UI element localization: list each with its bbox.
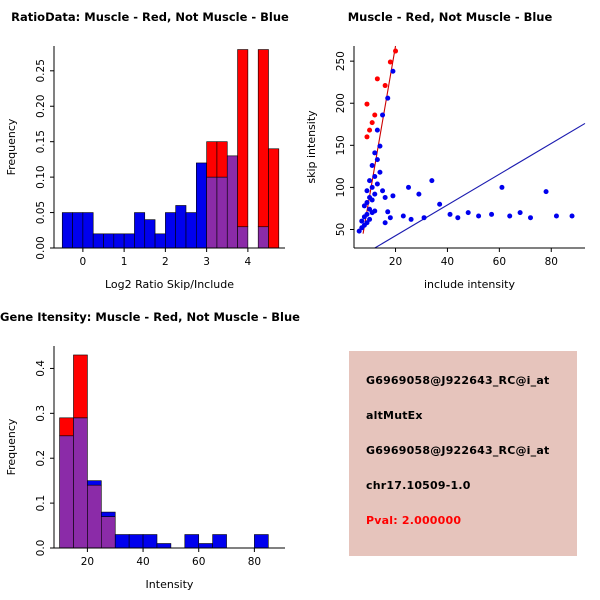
svg-text:1: 1 (121, 256, 128, 268)
svg-text:0: 0 (80, 256, 87, 268)
svg-text:0.2: 0.2 (35, 450, 47, 467)
svg-text:0.15: 0.15 (35, 130, 47, 153)
svg-text:60: 60 (192, 556, 205, 568)
svg-text:40: 40 (136, 556, 149, 568)
svg-text:60: 60 (493, 256, 506, 268)
svg-text:150: 150 (335, 135, 347, 155)
svg-text:50: 50 (335, 223, 347, 236)
svg-text:Gene Itensity: Muscle - Red, N: Gene Itensity: Muscle - Red, Not Muscle … (0, 310, 300, 324)
gene-intensity-histogram-chart: 20 40 60 80 0.0 0.1 0.2 0.3 0.4 Gene Itensity: Mu… (0, 310, 300, 591)
probe-id-line-2: G6969058@J922643_RC@i_at (366, 444, 550, 457)
svg-text:80: 80 (545, 256, 558, 268)
info-panel: G6969058@J922643_RC@i_at altMutEx G69690… (349, 351, 577, 556)
ratio-histogram-panel: 0 1 2 3 4 0.00 0.05 0.10 0.15 0.20 0.25 RatioData: … (0, 0, 300, 300)
svg-text:include intensity: include intensity (424, 278, 516, 291)
svg-text:0.3: 0.3 (35, 405, 47, 422)
svg-text:Frequency: Frequency (5, 418, 18, 475)
svg-text:100: 100 (335, 177, 347, 197)
svg-text:20: 20 (389, 256, 402, 268)
svg-text:Log2 Ratio Skip/Include: Log2 Ratio Skip/Include (105, 278, 234, 291)
svg-text:0.00: 0.00 (35, 236, 47, 259)
svg-text:Muscle - Red, Not Muscle - Blu: Muscle - Red, Not Muscle - Blue (348, 10, 553, 24)
event-type-line: altMutEx (366, 409, 423, 422)
svg-text:Intensity: Intensity (146, 578, 194, 591)
svg-text:0.0: 0.0 (35, 540, 47, 557)
svg-text:0.25: 0.25 (35, 59, 47, 82)
locus-line: chr17.10509-1.0 (366, 479, 471, 492)
svg-text:Frequency: Frequency (5, 118, 18, 175)
svg-text:RatioData: Muscle - Red, Not M: RatioData: Muscle - Red, Not Muscle - Bl… (11, 10, 289, 24)
svg-text:0.4: 0.4 (35, 360, 47, 377)
svg-text:80: 80 (248, 556, 261, 568)
svg-text:3: 3 (203, 256, 210, 268)
intensity-scatter-chart: 20 40 60 80 50 100 150 200 250 Muscle - Red, Not … (305, 10, 586, 291)
svg-text:4: 4 (245, 256, 252, 268)
svg-text:0.10: 0.10 (35, 165, 47, 188)
pval-line: Pval: 2.000000 (366, 514, 462, 527)
svg-text:250: 250 (335, 51, 347, 71)
scatter-panel: 20 40 60 80 50 100 150 200 250 Muscle - Red, Not … (300, 0, 600, 300)
svg-text:40: 40 (441, 256, 454, 268)
svg-text:0.20: 0.20 (35, 95, 47, 118)
probe-id-line: G6969058@J922643_RC@i_at (366, 374, 550, 387)
svg-text:20: 20 (81, 556, 94, 568)
svg-text:0.1: 0.1 (35, 495, 47, 512)
gene-histogram-panel: 20 40 60 80 0.0 0.1 0.2 0.3 0.4 Gene Itensity: Mu… (0, 300, 300, 600)
info-panel-quadrant: G6969058@J922643_RC@i_at altMutEx G69690… (300, 300, 600, 600)
ratio-histogram-chart: 0 1 2 3 4 0.00 0.05 0.10 0.15 0.20 0.25 RatioData: … (5, 10, 289, 291)
svg-text:200: 200 (335, 93, 347, 113)
svg-text:2: 2 (162, 256, 169, 268)
svg-text:skip intensity: skip intensity (305, 110, 318, 184)
svg-text:0.05: 0.05 (35, 201, 47, 224)
